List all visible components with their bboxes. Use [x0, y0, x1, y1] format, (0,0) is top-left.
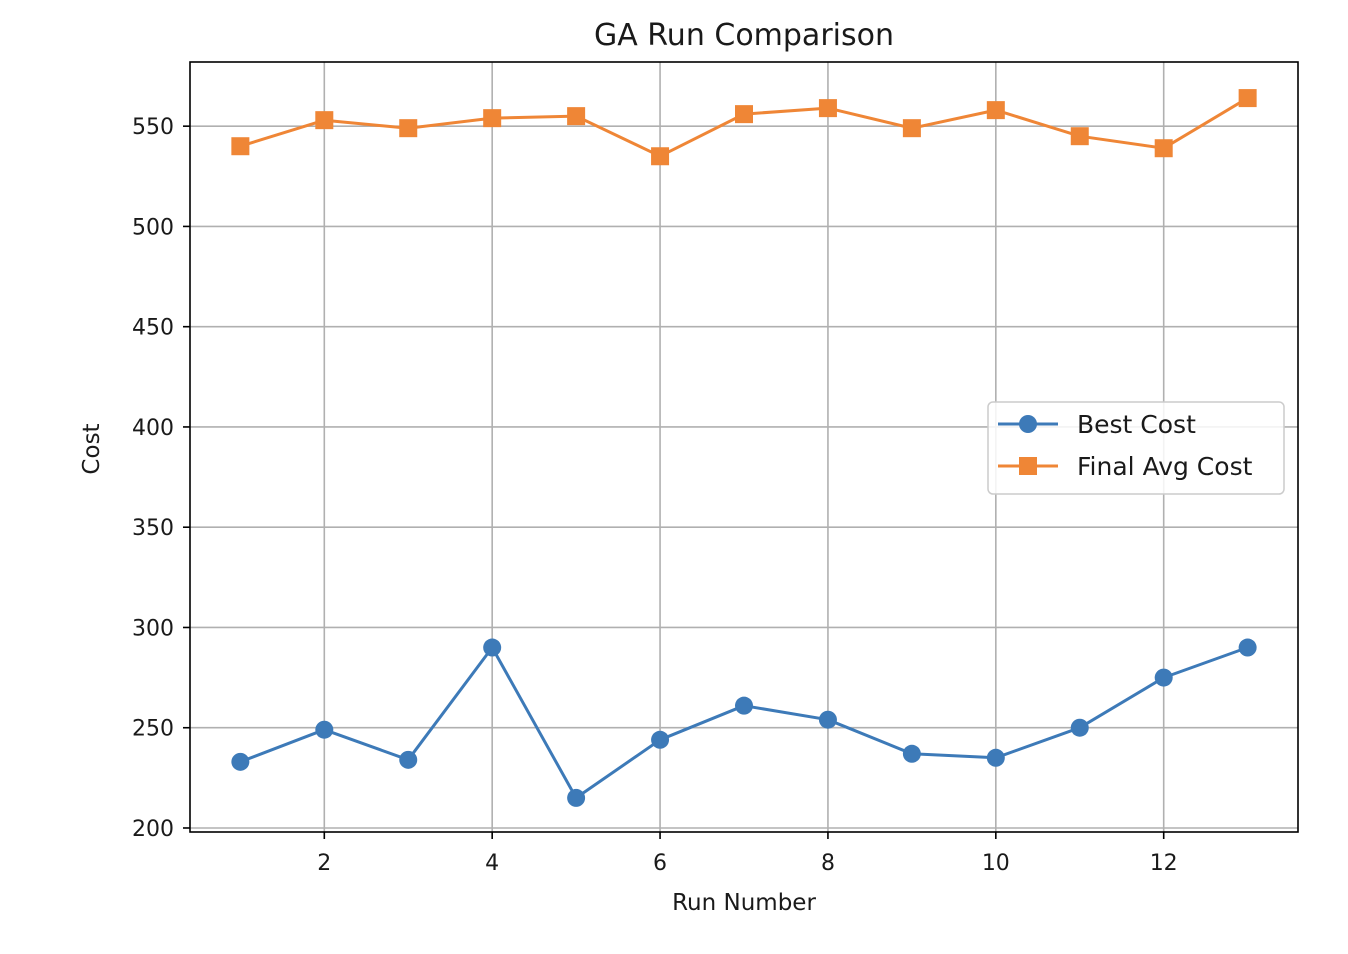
data-point-final-avg-cost [902, 119, 921, 138]
data-point-best-cost [567, 788, 586, 807]
data-point-best-cost [315, 720, 334, 739]
data-point-best-cost [902, 744, 921, 763]
legend-marker-final-avg-cost [1019, 457, 1037, 475]
data-point-best-cost [1070, 718, 1089, 737]
y-axis-label: Cost [79, 423, 105, 474]
y-tick-label: 300 [132, 616, 174, 641]
data-point-final-avg-cost [315, 111, 334, 130]
y-tick-label: 450 [132, 316, 174, 341]
y-tick-label: 250 [132, 717, 174, 742]
legend: Best Cost Final Avg Cost [987, 401, 1285, 495]
data-point-best-cost [399, 750, 418, 769]
data-point-final-avg-cost [651, 147, 670, 166]
data-point-best-cost [1154, 668, 1173, 687]
y-tick-label: 500 [132, 215, 174, 240]
data-point-final-avg-cost [1154, 139, 1173, 158]
data-point-final-avg-cost [1070, 127, 1089, 146]
x-axis-label: Run Number [672, 890, 816, 916]
data-point-best-cost [1238, 638, 1257, 657]
series-best-cost [231, 638, 1257, 807]
chart-title: GA Run Comparison [594, 18, 894, 53]
legend-marker-best-cost [1019, 415, 1037, 433]
data-point-best-cost [986, 748, 1005, 767]
data-point-final-avg-cost [818, 99, 837, 118]
data-point-final-avg-cost [1238, 89, 1257, 108]
x-tick-label: 12 [1150, 851, 1178, 876]
y-tick-label: 400 [132, 416, 174, 441]
y-tick-label: 200 [132, 817, 174, 842]
data-point-final-avg-cost [735, 105, 753, 124]
x-tick-label: 4 [485, 851, 499, 876]
legend-label-best-cost: Best Cost [1077, 410, 1196, 439]
data-point-best-cost [483, 638, 502, 657]
data-point-best-cost [818, 710, 837, 729]
data-point-final-avg-cost [986, 101, 1005, 120]
data-point-final-avg-cost [567, 107, 586, 126]
x-ticks: 2 4 6 8 10 12 [317, 832, 1178, 876]
data-point-final-avg-cost [399, 119, 418, 138]
legend-label-final-avg-cost: Final Avg Cost [1077, 452, 1253, 481]
series-final-avg-cost [231, 89, 1257, 166]
plot-frame [189, 61, 1299, 833]
data-point-final-avg-cost [231, 137, 250, 156]
y-tick-label: 350 [132, 516, 174, 541]
data-point-final-avg-cost [483, 109, 502, 128]
data-point-best-cost [231, 752, 250, 771]
x-tick-label: 2 [317, 851, 331, 876]
x-tick-label: 6 [653, 851, 667, 876]
y-tick-label: 550 [132, 115, 174, 140]
y-ticks: 200 250 300 350 400 450 500 550 [132, 115, 190, 842]
x-tick-label: 10 [982, 851, 1010, 876]
series-layer [231, 89, 1257, 807]
data-point-best-cost [735, 696, 753, 715]
legend-box [987, 401, 1285, 495]
data-point-best-cost [651, 730, 670, 749]
x-tick-label: 8 [821, 851, 835, 876]
